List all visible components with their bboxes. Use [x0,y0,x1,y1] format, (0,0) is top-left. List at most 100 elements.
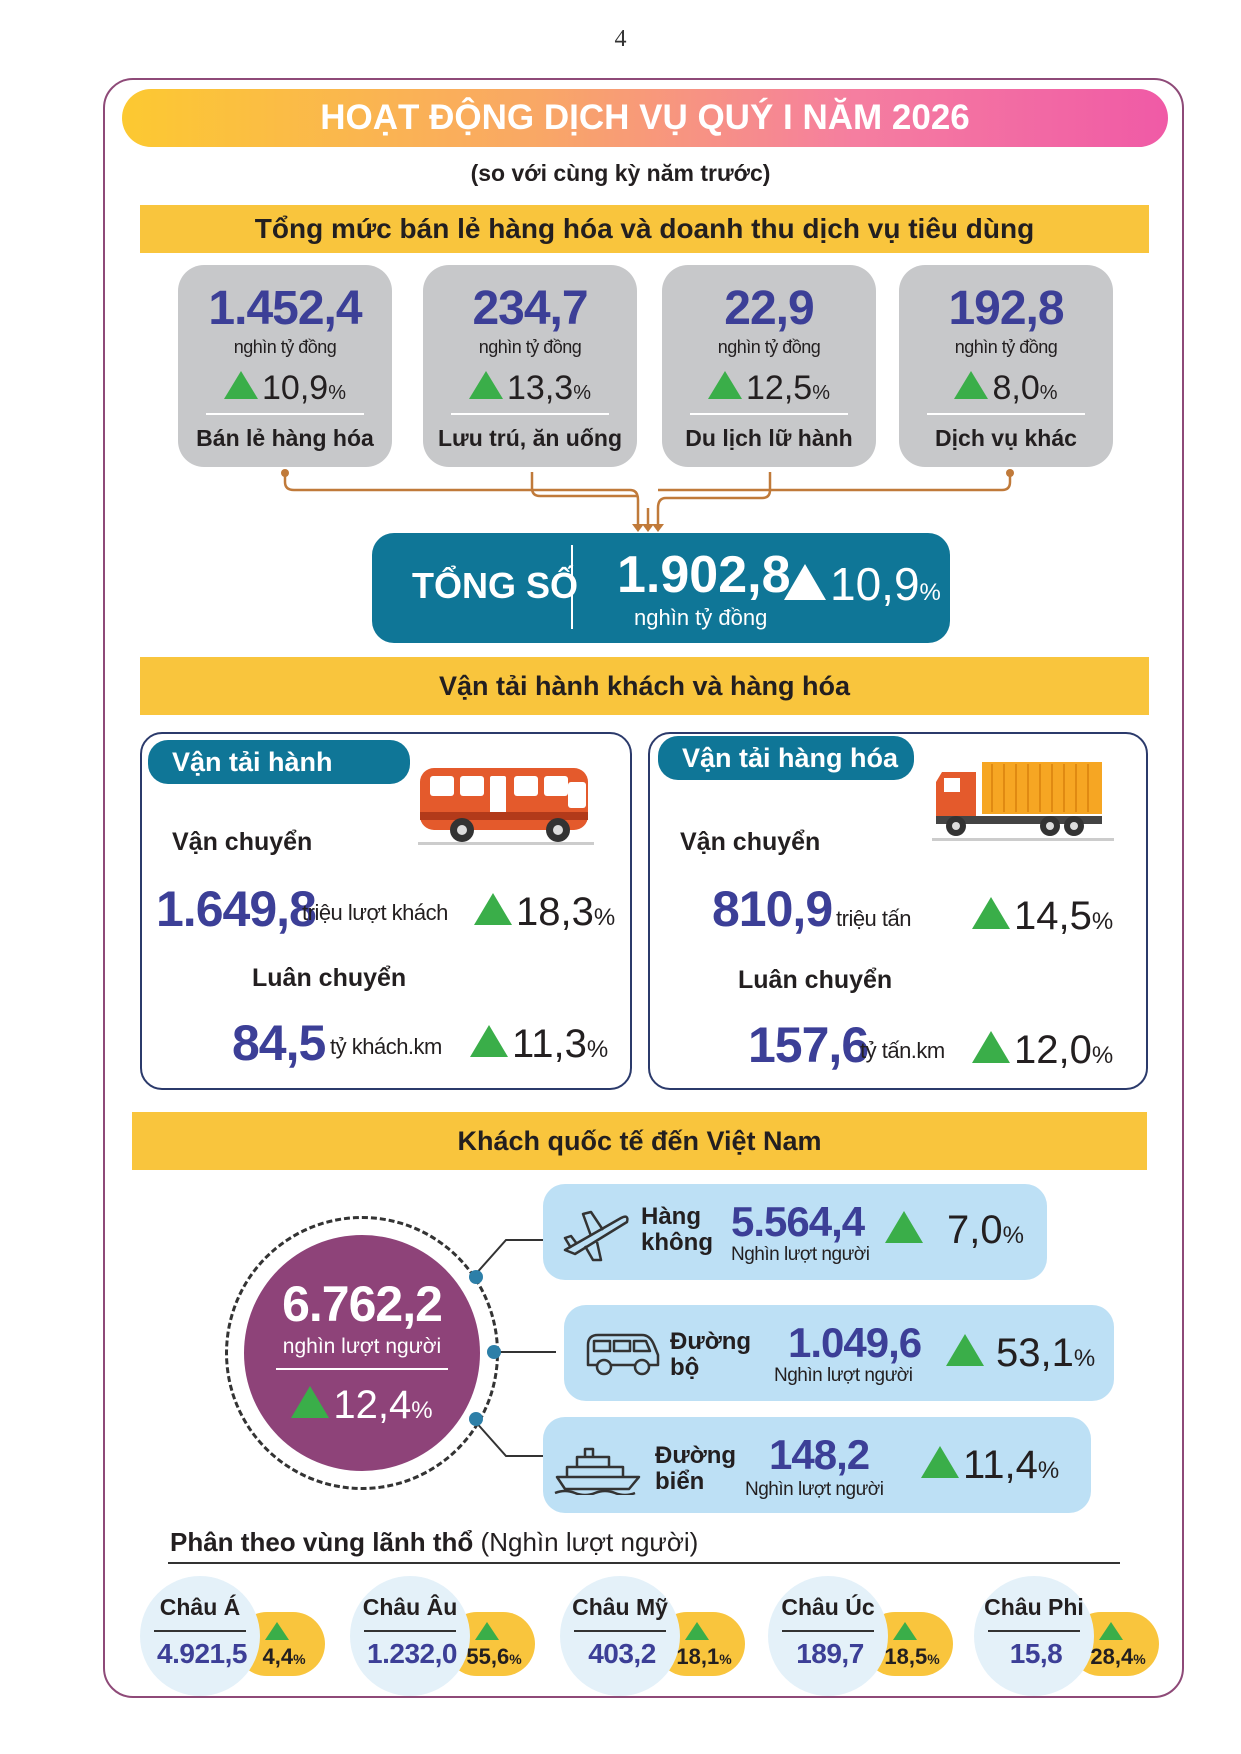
retail-value: 1.452,4 [208,282,362,335]
retail-card-other: 192,8 nghìn tỷ đồng 8,0% Dịch vụ khác [899,265,1113,467]
retail-growth: 8,0% [899,369,1113,408]
truck-icon [932,762,1114,841]
divider [206,413,364,415]
up-arrow-icon [972,1031,1010,1063]
divider [571,545,573,629]
region-name: Châu Úc [781,1594,875,1620]
mode-name: Đường bộ [670,1328,752,1381]
mode-card-sea: Đường biển 148,2 Nghìn lượt người 11,4% [543,1417,1091,1513]
up-arrow-icon [708,371,742,399]
transport-heading: Vận tải hành khách và hàng hóa [140,657,1149,715]
cargo-carry-label: Vận chuyển [680,828,821,856]
up-arrow-icon [1099,1622,1123,1640]
up-arrow-icon [685,1622,709,1640]
region-growth: 4,4% [262,1644,306,1669]
page-title: HOẠT ĐỘNG DỊCH VỤ QUÝ I NĂM 2026 [122,89,1168,147]
region-name: Châu Á [159,1594,241,1620]
region-value: 15,8 [1009,1638,1063,1669]
retail-unit: nghìn tỷ đồng [478,337,582,357]
retail-unit: nghìn tỷ đồng [954,337,1058,357]
connector-dot [469,1270,483,1284]
mode-card-road: Đường bộ 1.049,6 Nghìn lượt người 53,1% [564,1305,1114,1401]
region-value: 403,2 [588,1638,656,1669]
international-total-unit: nghìn lượt người [282,1335,442,1358]
cargo-rotate-unit: tỷ tấn.km [860,1038,945,1063]
passenger-title: Vận tải hành khách [148,740,410,821]
car-icon [586,1333,660,1376]
up-arrow-icon [474,893,512,925]
mode-card-air: Hàng không 5.564,4 Nghìn lượt người 7,0% [543,1184,1047,1280]
up-arrow-icon [475,1622,499,1640]
passenger-carry-growth: 18,3% [474,890,615,935]
retail-connectors [281,469,1014,532]
region-africa: Châu Phi 15,8 28,4% [974,1576,1174,1696]
region-value: 4.921,5 [157,1638,247,1669]
region-growth: 18,5% [884,1644,940,1669]
up-arrow-icon [784,564,826,600]
mode-name: Đường biển [655,1442,737,1495]
region-europe: Châu Âu 1.232,0 55,6% [350,1576,550,1696]
passenger-panel: Vận tải hành khách Vận chuyển 1.649,8 tr… [140,732,632,1090]
ship-icon [554,1447,641,1495]
divider [276,1368,448,1370]
region-name: Châu Âu [362,1594,458,1620]
cargo-rotate-label: Luân chuyển [738,966,893,994]
mode-value: 1.049,6 [788,1319,922,1366]
region-value: 1.232,0 [367,1638,457,1669]
up-arrow-icon [954,371,989,399]
mode-name: Hàng không [641,1203,713,1256]
total-value: 1.902,8 [617,546,791,604]
region-value: 189,7 [796,1638,864,1669]
retail-unit: nghìn tỷ đồng [717,337,821,357]
region-america: Châu Mỹ 403,2 18,1% [560,1576,760,1696]
retail-growth: 12,5% [662,369,876,408]
region-growth: 18,1% [676,1644,732,1669]
retail-card-goods: 1.452,4 nghìn tỷ đồng 10,9% Bán lẻ hàng … [178,265,392,467]
international-total-value: 6.762,2 [282,1276,443,1332]
region-growth: 55,6% [466,1644,522,1669]
divider [927,413,1085,415]
regions-title: Phân theo vùng lãnh thổ (Nghìn lượt ngườ… [170,1527,699,1557]
cargo-title: Vận tải hàng hóa [658,736,914,780]
region-asia: Châu Á 4.921,5 4,4% [140,1576,340,1696]
passenger-rotate-unit: tỷ khách.km [330,1034,442,1059]
connector-dot [487,1345,501,1359]
mode-growth: 53,1% [946,1331,1095,1376]
cargo-carry-growth: 14,5% [972,894,1113,939]
retail-label: Bán lẻ hàng hóa [196,425,374,451]
retail-card-accommodation: 234,7 nghìn tỷ đồng 13,3% Lưu trú, ăn uố… [423,265,637,467]
retail-value: 22,9 [724,282,814,335]
retail-total-box: TỔNG SỐ 1.902,8 nghìn tỷ đồng 10,9% [372,533,950,643]
retail-label: Dịch vụ khác [935,425,1077,451]
up-arrow-icon [470,1025,508,1057]
bus-icon [418,768,594,845]
total-growth: 10,9% [784,557,941,611]
mode-growth: 7,0% [885,1208,1024,1253]
retail-label: Lưu trú, ăn uống [437,425,622,451]
divider [168,1562,1120,1564]
mode-unit: Nghìn lượt người [731,1244,870,1265]
mode-unit: Nghìn lượt người [774,1365,913,1386]
cargo-rotate-growth: 12,0% [972,1028,1113,1073]
passenger-rotate-label: Luân chuyển [252,964,407,992]
international-total-growth: 12,4% [244,1383,480,1428]
up-arrow-icon [946,1334,984,1366]
mode-value: 5.564,4 [731,1198,865,1245]
cargo-carry-value: 810,9 [712,881,833,937]
retail-value: 234,7 [472,282,588,335]
international-total-circle: 6.762,2 nghìn lượt người 12,4% [244,1235,480,1471]
cargo-panel: Vận tải hàng hóa Vận chuyển 810,9 triệu … [648,732,1148,1090]
region-growth: 28,4% [1090,1644,1146,1669]
total-unit: nghìn tỷ đồng [634,605,768,630]
up-arrow-icon [885,1211,923,1243]
airplane-icon [563,1210,629,1262]
cargo-carry-unit: triệu tấn [836,906,912,931]
retail-unit: nghìn tỷ đồng [233,337,337,357]
up-arrow-icon [224,371,258,399]
retail-growth: 13,3% [423,369,637,408]
up-arrow-icon [291,1386,330,1418]
up-arrow-icon [972,897,1010,929]
up-arrow-icon [921,1446,959,1478]
mode-value: 148,2 [769,1431,870,1478]
region-name: Châu Mỹ [572,1594,668,1620]
